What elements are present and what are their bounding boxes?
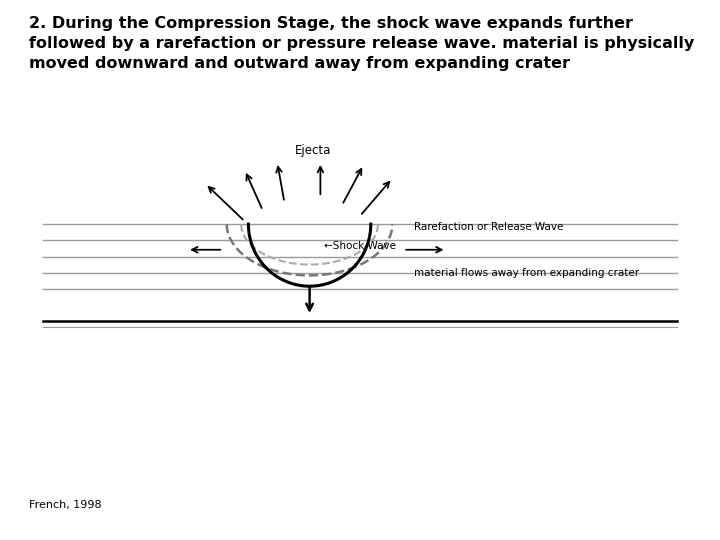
Text: material flows away from expanding crater: material flows away from expanding crate… — [414, 268, 639, 278]
Text: ←Shock Wave: ←Shock Wave — [324, 241, 396, 251]
Text: Rarefaction or Release Wave: Rarefaction or Release Wave — [414, 222, 563, 232]
Text: 2. During the Compression Stage, the shock wave expands further
followed by a ra: 2. During the Compression Stage, the sho… — [29, 16, 694, 71]
Text: Ejecta: Ejecta — [295, 144, 331, 157]
Text: French, 1998: French, 1998 — [29, 500, 102, 510]
